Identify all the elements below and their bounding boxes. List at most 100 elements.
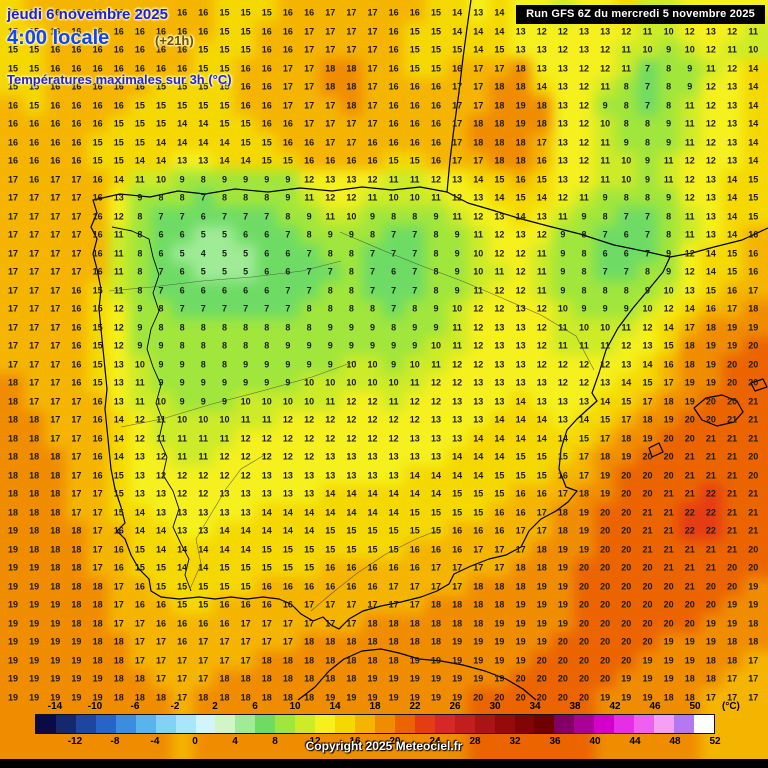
temp-value: 10 <box>367 359 378 369</box>
temp-value: 17 <box>346 599 357 610</box>
temp-value: 7 <box>644 81 651 92</box>
temp-value: 11 <box>410 377 420 388</box>
temp-value: 17 <box>240 636 251 647</box>
temp-value: 11 <box>262 414 272 425</box>
temp-value: 19 <box>705 359 716 369</box>
temp-value: 7 <box>158 211 164 221</box>
temp-value: 18 <box>50 470 61 480</box>
temp-value: 14 <box>473 44 484 55</box>
temp-value: 18 <box>494 81 505 92</box>
temp-value: 19 <box>29 618 40 628</box>
temp-value: 13 <box>134 451 145 462</box>
temp-value: 16 <box>92 44 103 55</box>
temp-value: 15 <box>155 81 167 92</box>
temp-value: 18 <box>642 414 653 425</box>
temp-value: 10 <box>388 192 399 203</box>
temp-value: 17 <box>388 599 399 610</box>
temp-value: 8 <box>221 340 228 351</box>
temp-value: 18 <box>29 507 40 517</box>
temp-value: 16 <box>430 100 442 110</box>
temp-value: 15 <box>113 155 124 166</box>
temp-value: 7 <box>412 266 418 277</box>
temp-value: 14 <box>388 488 399 499</box>
temp-value: 17 <box>642 396 653 406</box>
temp-value: 11 <box>135 377 145 388</box>
temp-value: 12 <box>325 414 336 425</box>
temp-value: 19 <box>515 618 526 628</box>
temp-value: 18 <box>346 636 357 647</box>
temp-value: 19 <box>642 433 653 443</box>
temp-value: 19 <box>7 655 19 665</box>
temp-value: 11 <box>431 192 441 203</box>
temp-value: 13 <box>473 192 484 203</box>
temp-value: 10 <box>684 44 695 55</box>
temp-value: 9 <box>454 229 460 240</box>
temp-value: 15 <box>409 155 420 166</box>
temp-value: 14 <box>473 451 484 462</box>
temp-value: 11 <box>452 211 462 221</box>
temp-value: 12 <box>578 137 590 147</box>
temp-value: 9 <box>348 229 354 240</box>
temp-value: 19 <box>29 562 40 573</box>
temp-value: 10 <box>642 44 653 55</box>
temp-value: 18 <box>7 414 19 425</box>
temp-value: 18 <box>705 655 716 665</box>
temp-value: 11 <box>600 81 610 92</box>
temp-value: 13 <box>388 470 399 480</box>
temp-value: 15 <box>261 155 272 166</box>
temp-value: 13 <box>473 7 484 18</box>
temp-value: 19 <box>50 618 61 628</box>
temp-value: 9 <box>687 63 693 73</box>
temp-value: 4 <box>200 248 206 258</box>
temp-value: 15 <box>261 137 272 147</box>
legend-segment <box>594 715 615 733</box>
temp-value: 17 <box>50 340 61 351</box>
temp-value: 16 <box>748 248 759 258</box>
temp-value: 13 <box>557 396 568 406</box>
temp-value: 17 <box>7 322 19 332</box>
temp-value: 15 <box>92 155 103 166</box>
temp-value: 15 <box>240 562 251 573</box>
temp-value: 16 <box>388 44 399 55</box>
temp-value: 10 <box>557 303 568 314</box>
temp-value: 9 <box>137 322 143 332</box>
temp-value: 13 <box>621 359 632 369</box>
temp-value: 15 <box>240 137 251 147</box>
temp-value: 16 <box>71 303 82 314</box>
temp-value: 5 <box>221 266 228 277</box>
temp-value: 17 <box>71 248 82 258</box>
temp-value: 17 <box>409 599 420 610</box>
temp-value: 20 <box>727 562 738 573</box>
temp-value: 13 <box>642 340 653 351</box>
temp-value: 5 <box>200 266 206 277</box>
temp-value: 9 <box>666 44 672 55</box>
temp-value: 11 <box>663 174 674 184</box>
temp-value: 19 <box>388 673 399 684</box>
temp-value: 16 <box>536 488 547 499</box>
temp-value: 13 <box>600 377 611 388</box>
temp-value: 16 <box>452 525 463 536</box>
legend-segment <box>693 715 714 733</box>
temp-value: 8 <box>137 229 143 240</box>
temp-value: 13 <box>282 488 293 499</box>
temp-value: 16 <box>92 174 103 184</box>
temp-value: 11 <box>579 340 589 351</box>
temp-value: 13 <box>727 155 738 166</box>
temp-value: 16 <box>7 118 19 129</box>
temp-value: 14 <box>705 266 716 277</box>
temp-value: 17 <box>7 248 19 258</box>
legend-segment <box>534 715 555 733</box>
temp-value: 13 <box>409 433 420 443</box>
temp-value: 15 <box>409 63 420 73</box>
temp-value: 9 <box>137 340 143 351</box>
temp-value: 9 <box>644 155 651 166</box>
legend-segment <box>394 715 415 733</box>
temp-value: 22 <box>684 507 695 517</box>
temp-value: 15 <box>325 544 336 554</box>
temp-value: 18 <box>304 655 315 665</box>
temp-value: 18 <box>219 692 230 702</box>
temp-value: 14 <box>198 562 209 573</box>
temp-value: 19 <box>29 673 40 684</box>
temp-value: 6 <box>243 229 249 240</box>
